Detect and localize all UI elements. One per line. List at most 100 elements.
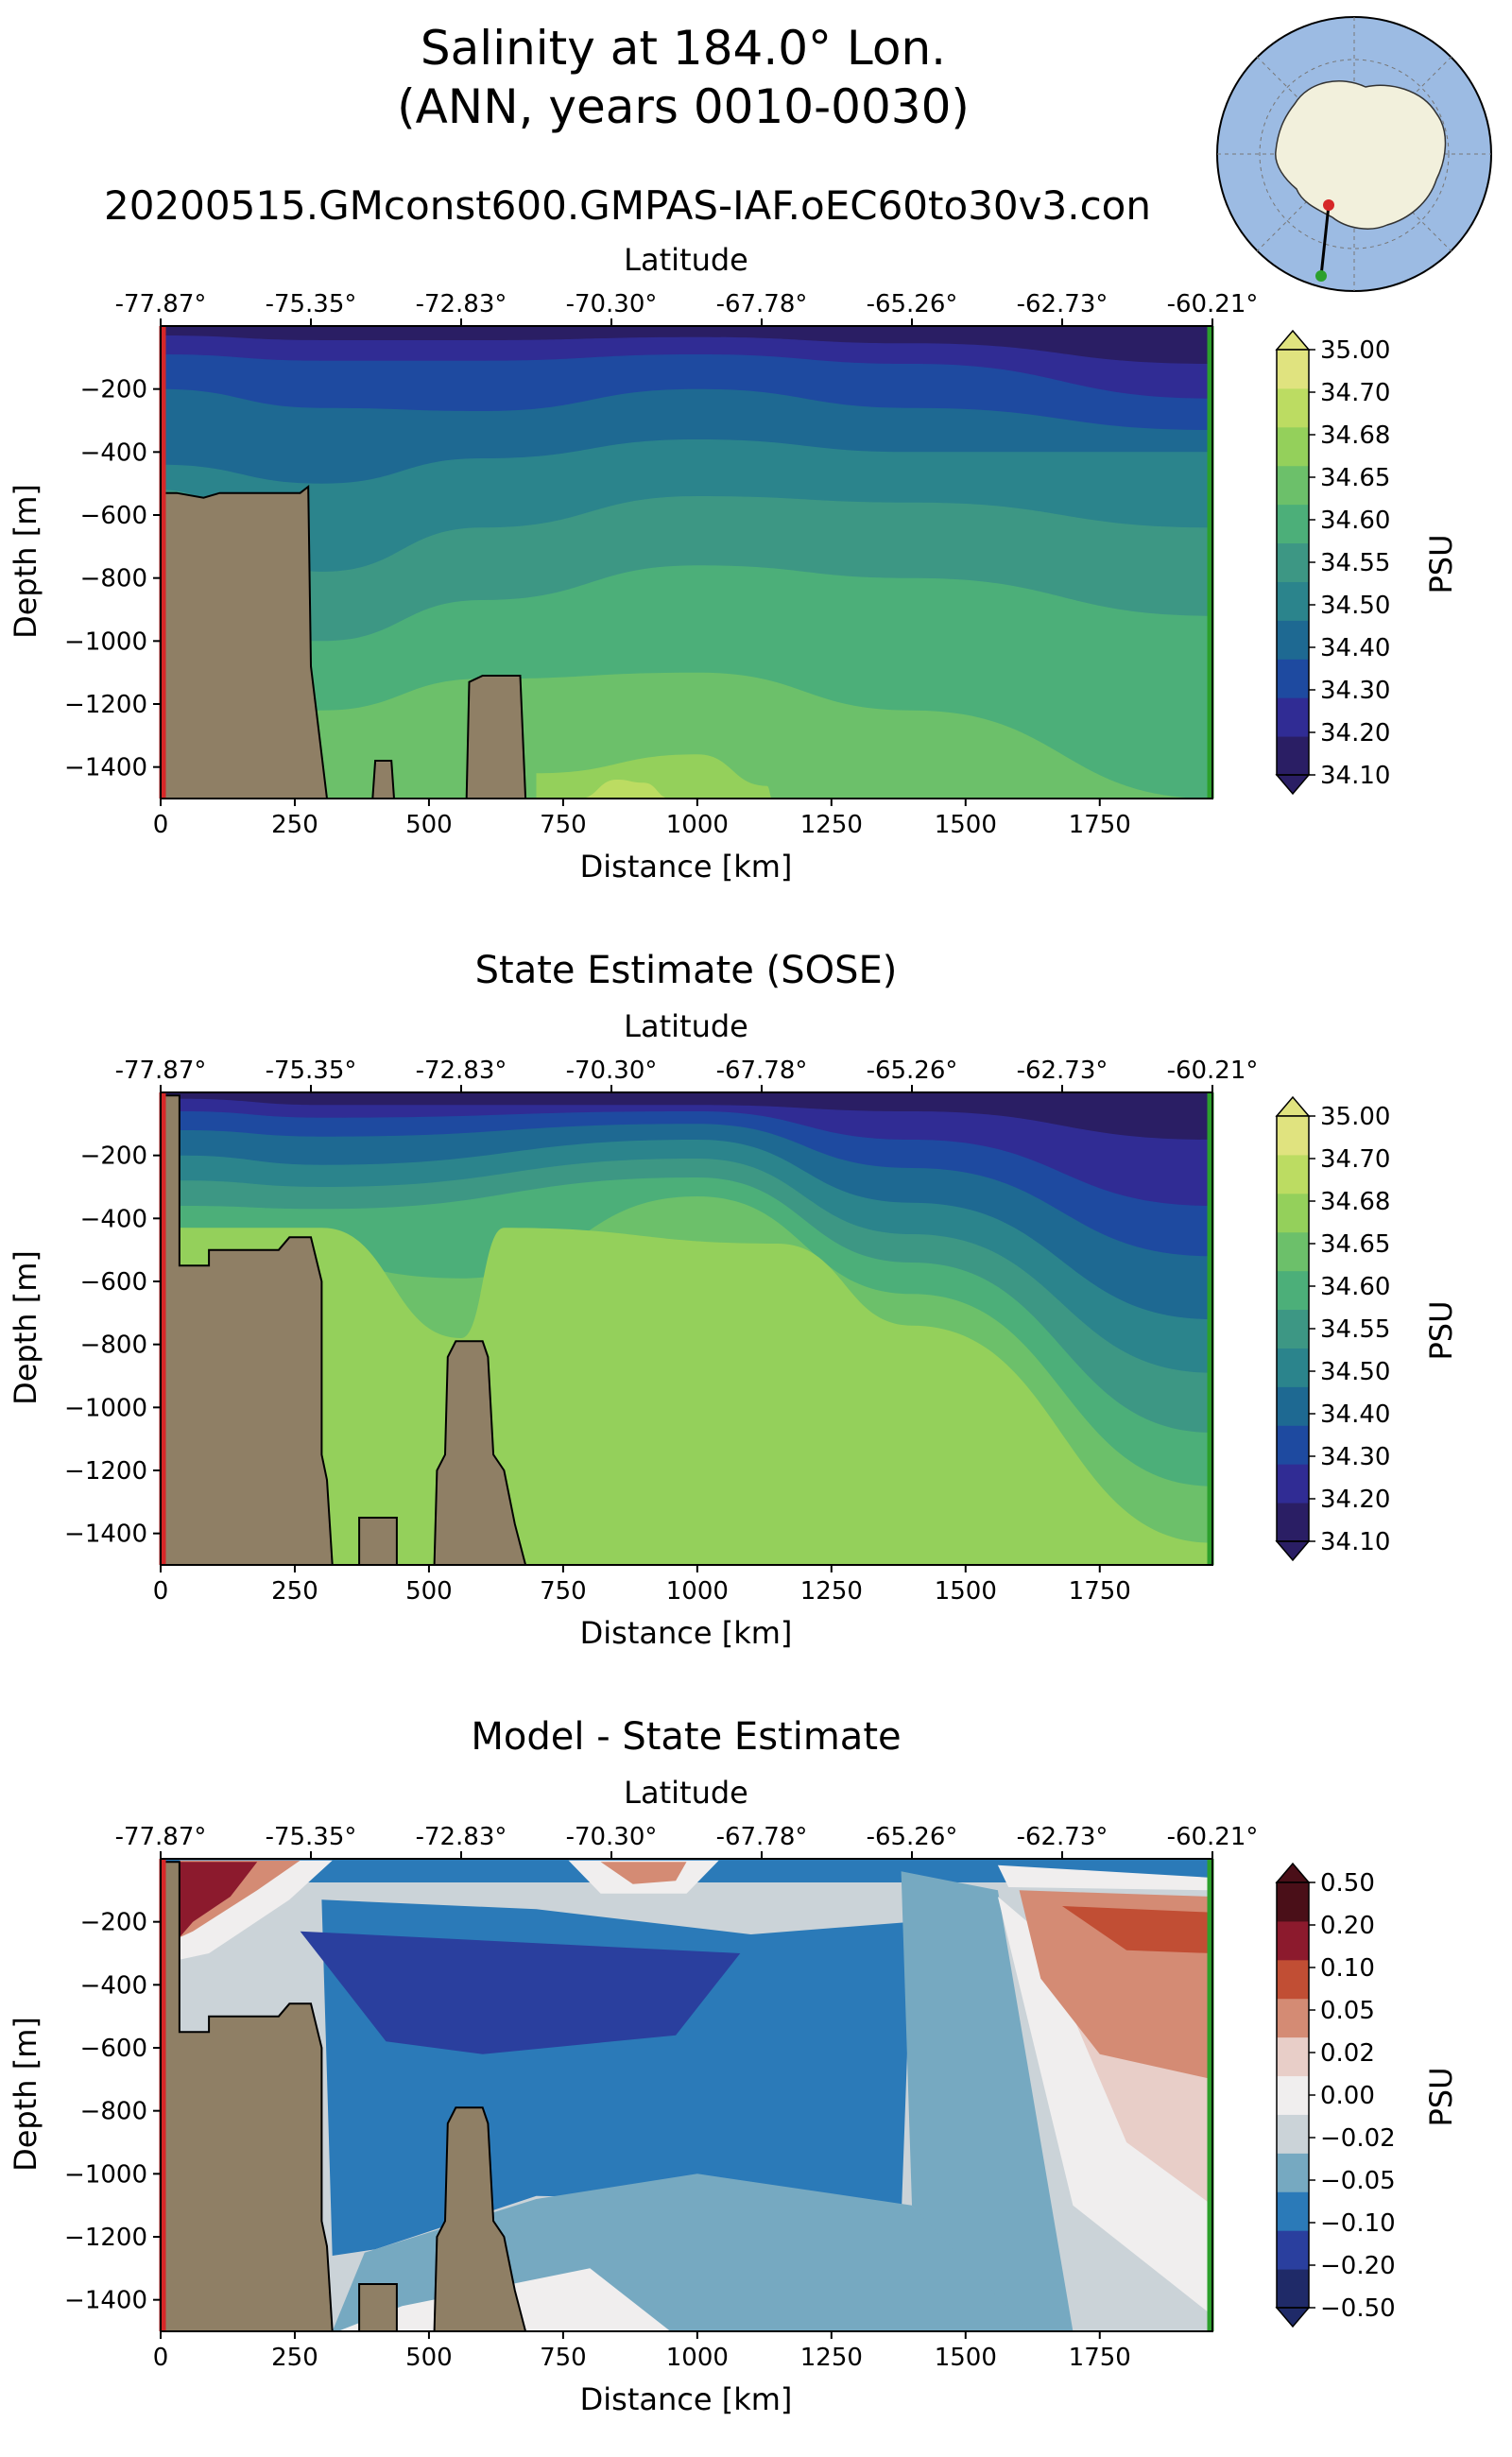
colorbar-tick-label: 0.00 — [1320, 2082, 1375, 2110]
lat-tick-label: -60.21° — [1167, 1057, 1259, 1085]
colorbar-segment — [1277, 581, 1309, 621]
colorbar-tick-label: −0.05 — [1320, 2167, 1396, 2195]
filled-contours — [161, 326, 1212, 799]
colorbar-tick-label: −0.02 — [1320, 2124, 1396, 2153]
colorbar-segment — [1277, 1998, 1309, 2038]
lat-tick-label: -67.78° — [716, 1823, 808, 1851]
lat-tick-label: -62.73° — [1017, 290, 1108, 318]
colorbar-max-arrow — [1275, 1862, 1311, 1883]
contour-band — [578, 780, 671, 799]
colorbar-tick-label: 34.68 — [1320, 421, 1390, 450]
colorbar-tick-label: 34.68 — [1320, 1188, 1390, 1216]
colorbar-tick-label: 34.50 — [1320, 592, 1390, 620]
x-tick-label: 0 — [153, 1577, 169, 1606]
x-tick-label: 1250 — [800, 2344, 863, 2372]
contour-band — [1062, 1906, 1212, 1953]
panel2-sose-salinity: 0 250 500 750 1000 1250 1500 1750 -77.87° -75.35°… — [64, 1057, 1390, 1606]
contour-band — [536, 754, 773, 799]
contour-band — [179, 1862, 258, 1938]
lat-tick-label: -70.30° — [566, 1057, 658, 1085]
lat-tick-label: -67.78° — [716, 1057, 808, 1085]
contour-band — [997, 1897, 1212, 2316]
colorbar-segment — [1277, 1309, 1309, 1349]
transect-start-marker — [1323, 199, 1334, 211]
colorbar-tick-label: 34.65 — [1320, 464, 1390, 492]
colorbar-segment — [1277, 2269, 1309, 2309]
colorbar-tick-label: −0.20 — [1320, 2252, 1396, 2280]
x-tick-label: 1750 — [1069, 811, 1131, 839]
colorbar-max-arrow — [1275, 329, 1311, 351]
lat-tick-label: -77.87° — [115, 1057, 207, 1085]
y-tick-label: −400 — [80, 1205, 147, 1233]
panel1-ylabel: Depth [m] — [8, 484, 43, 639]
y-tick-label: −400 — [80, 438, 147, 467]
colorbar-segment — [1277, 1464, 1309, 1503]
colorbar-segment — [1277, 1193, 1309, 1233]
y-tick-label: −1400 — [64, 754, 147, 782]
colorbar-tick-label: 34.40 — [1320, 1400, 1390, 1429]
plot-frame — [160, 1091, 1213, 1566]
lat-tick-label: -75.35° — [266, 1057, 357, 1085]
y-tick-label: −1400 — [64, 2287, 147, 2315]
colorbar-tick-label: 34.10 — [1320, 1528, 1390, 1556]
transect-end-marker — [1315, 270, 1327, 282]
colorbar-segment — [1277, 465, 1309, 506]
x-tick-label: 1500 — [935, 811, 997, 839]
contour-band — [600, 1862, 687, 1884]
y-tick-label: −200 — [80, 1143, 147, 1171]
y-tick-label: −600 — [80, 2035, 147, 2063]
panel2-axis-labels: Latitude Distance [km] Depth [m] PSU — [8, 1008, 1459, 1651]
filled-contours — [161, 1092, 1212, 1565]
colorbar-segment — [1277, 1920, 1309, 1961]
panel3-xlabel: Distance [km] — [580, 2381, 793, 2417]
x-tick-label: 1500 — [935, 2344, 997, 2372]
y-tick-label: −200 — [80, 1909, 147, 1937]
plot-frame — [160, 1858, 1213, 2332]
lat-tick-label: -67.78° — [716, 290, 808, 318]
colorbar-segment — [1277, 1231, 1309, 1272]
colorbar-tick-label: 0.10 — [1320, 1954, 1375, 1983]
x-tick-label: 250 — [271, 811, 318, 839]
lat-tick-label: -65.26° — [867, 1823, 958, 1851]
panel2-colorbar-label: PSU — [1423, 1300, 1459, 1360]
x-tick-label: 250 — [271, 2344, 318, 2372]
colorbar-tick-label: 34.30 — [1320, 1443, 1390, 1471]
lat-tick-label: -65.26° — [867, 290, 958, 318]
colorbar-tick-label: 0.02 — [1320, 2039, 1375, 2068]
x-tick-label: 250 — [271, 1577, 318, 1606]
lat-tick-label: -72.83° — [416, 1823, 507, 1851]
colorbar-min-arrow — [1275, 1540, 1311, 1562]
colorbar-tick-label: 35.00 — [1320, 336, 1390, 365]
inset-polar-map — [1216, 16, 1492, 292]
colorbar-segment — [1277, 387, 1309, 428]
colorbar-segment — [1277, 2075, 1309, 2115]
panel1-xlabel: Distance [km] — [580, 849, 793, 885]
y-tick-label: −800 — [80, 565, 147, 593]
x-tick-label: 500 — [405, 1577, 453, 1606]
colorbar-segment — [1277, 2230, 1309, 2270]
x-tick-label: 500 — [405, 811, 453, 839]
contour-band — [300, 1931, 741, 2054]
colorbar-segment — [1277, 1386, 1309, 1426]
panel2-ylabel: Depth [m] — [8, 1250, 43, 1405]
colorbar-segment — [1277, 736, 1309, 776]
colorbar-tick-label: 34.20 — [1320, 1486, 1390, 1514]
colorbar-tick-label: 34.55 — [1320, 549, 1390, 577]
colorbar-segment — [1277, 697, 1309, 737]
y-tick-label: −200 — [80, 376, 147, 404]
lat-tick-label: -72.83° — [416, 1057, 507, 1085]
panel3-difference: 0 250 500 750 1000 1250 1500 1750 -77.87° -75.35°… — [64, 1823, 1396, 2372]
figure-title-line1: Salinity at 184.0° Lon. — [421, 21, 946, 76]
colorbar-tick-label: −0.50 — [1320, 2294, 1396, 2323]
colorbar-tick-label: 34.55 — [1320, 1315, 1390, 1344]
colorbar-min-arrow — [1275, 774, 1311, 796]
x-tick-label: 500 — [405, 2344, 453, 2372]
colorbar-tick-label: 34.20 — [1320, 719, 1390, 747]
lat-tick-label: -70.30° — [566, 1823, 658, 1851]
x-tick-label: 0 — [153, 811, 169, 839]
lat-tick-label: -70.30° — [566, 290, 658, 318]
colorbar-segment — [1277, 1116, 1309, 1156]
colorbar-segment — [1277, 620, 1309, 660]
y-tick-label: −600 — [80, 1268, 147, 1297]
run-name-title: 20200515.GMconst600.GMPAS-IAF.oEC60to30v… — [104, 182, 1151, 229]
